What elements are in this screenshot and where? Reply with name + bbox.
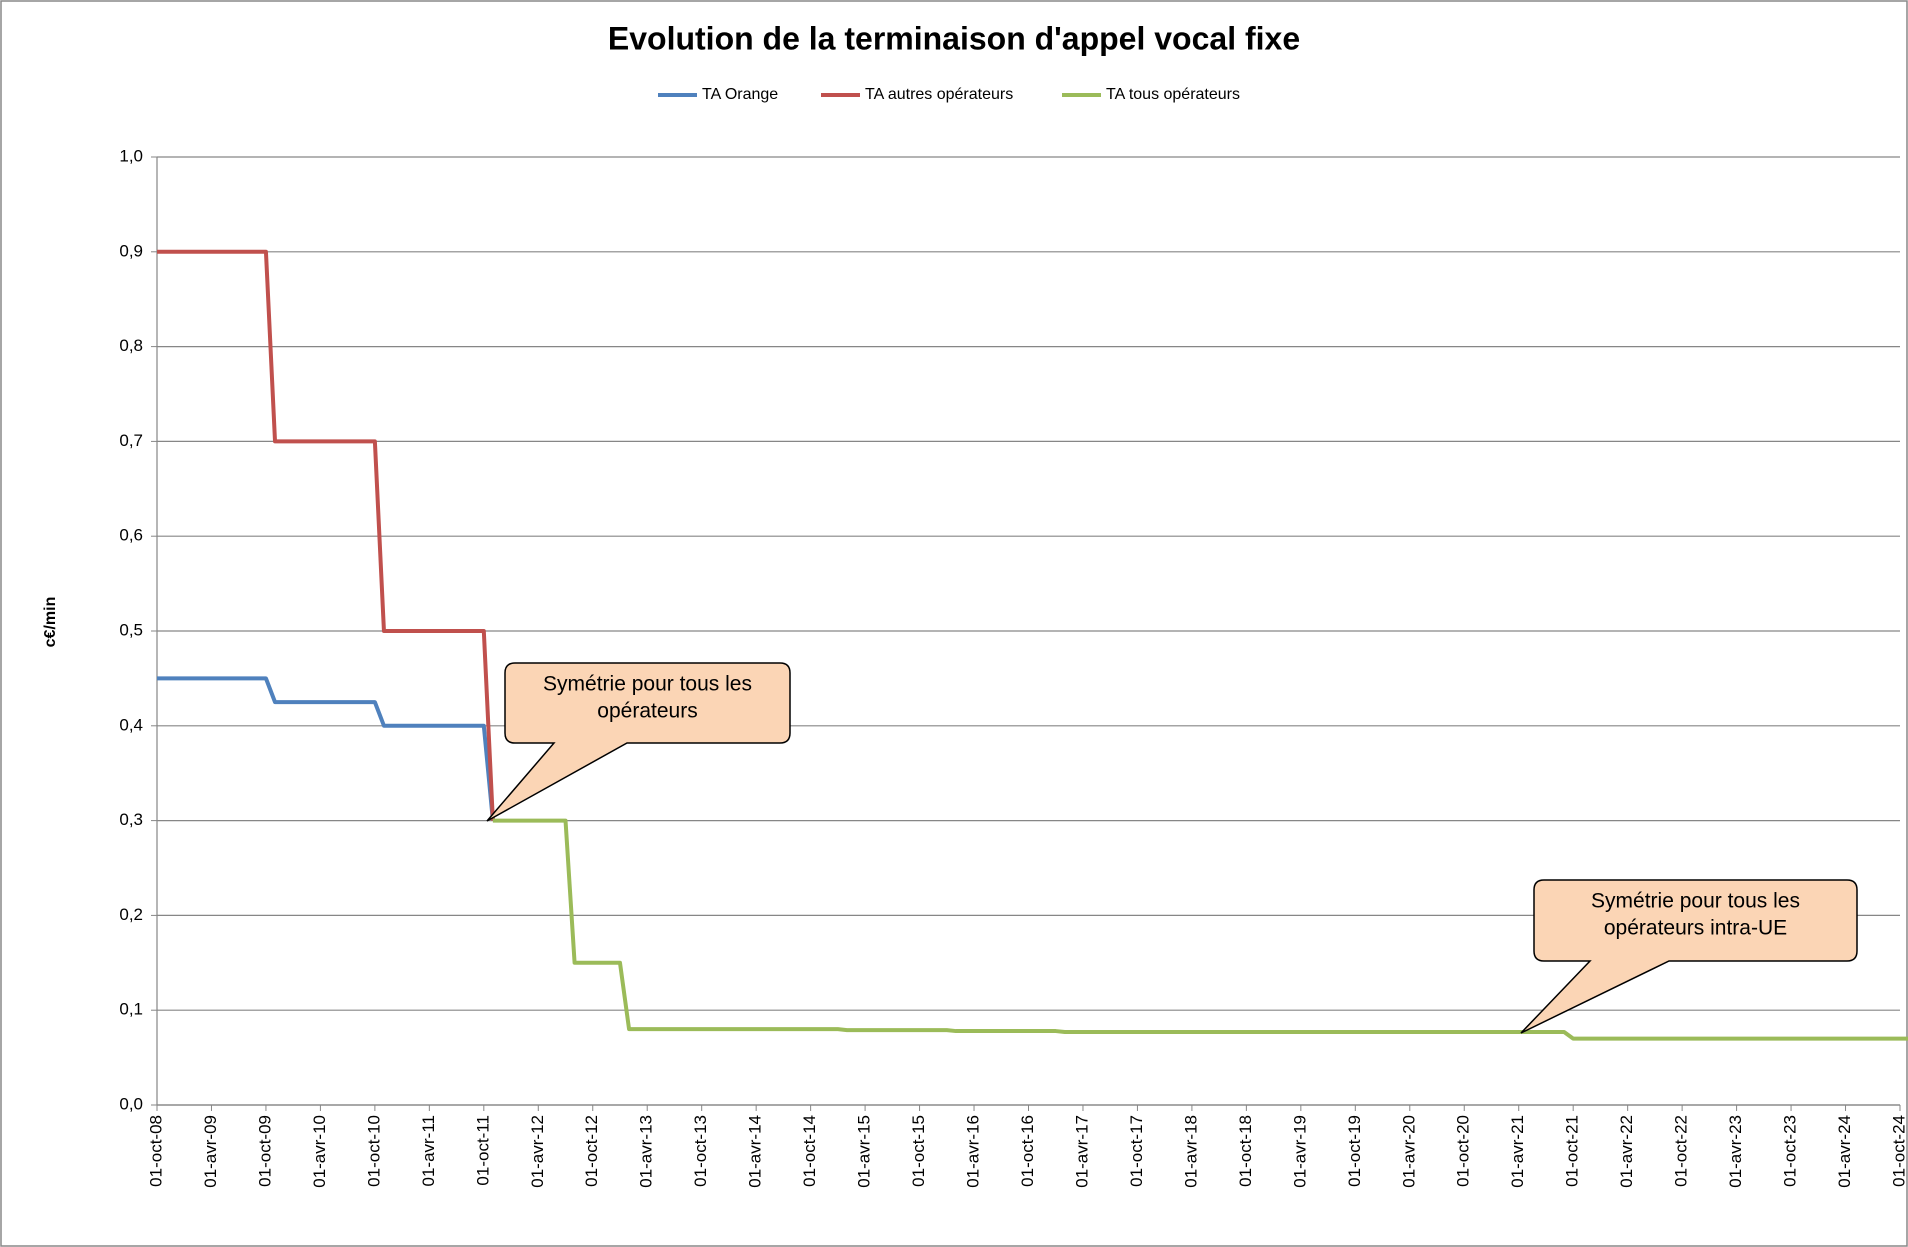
x-tick-label: 01-avr-15 <box>855 1115 874 1188</box>
y-tick-label: 0,5 <box>119 620 143 639</box>
series-line <box>157 676 495 821</box>
x-tick-label: 01-avr-23 <box>1726 1115 1745 1188</box>
x-tick-label: 01-avr-18 <box>1181 1115 1200 1188</box>
legend-label: TA Orange <box>702 86 778 103</box>
x-tick-label: 01-oct-22 <box>1672 1115 1691 1187</box>
y-axis-label: c€/min <box>42 597 59 648</box>
callout-text: Symétrie pour tous les <box>1591 890 1800 913</box>
x-tick-label: 01-oct-24 <box>1889 1115 1908 1187</box>
y-tick-label: 0,8 <box>119 336 143 355</box>
x-tick-label: 01-oct-12 <box>582 1115 601 1187</box>
x-tick-label: 01-oct-13 <box>691 1115 710 1187</box>
y-tick-label: 0,9 <box>119 241 143 260</box>
callout <box>1520 879 1858 1034</box>
x-tick-label: 01-avr-12 <box>528 1115 547 1188</box>
x-tick-label: 01-avr-11 <box>419 1115 438 1187</box>
x-tick-label: 01-avr-10 <box>310 1115 329 1188</box>
legend-label: TA autres opérateurs <box>865 86 1013 103</box>
x-tick-label: 01-avr-13 <box>637 1115 656 1188</box>
series-line <box>157 249 495 821</box>
x-tick-label: 01-oct-20 <box>1454 1115 1473 1187</box>
y-tick-label: 0,4 <box>119 715 143 734</box>
x-tick-label: 01-oct-16 <box>1018 1115 1037 1187</box>
x-tick-label: 01-oct-23 <box>1781 1115 1800 1187</box>
x-tick-label: 01-oct-14 <box>800 1115 819 1187</box>
x-tick-label: 01-oct-19 <box>1345 1115 1364 1187</box>
x-tick-label: 01-oct-09 <box>255 1115 274 1187</box>
x-tick-label: 01-avr-19 <box>1290 1115 1309 1188</box>
callout-text: Symétrie pour tous les <box>543 673 752 696</box>
x-tick-label: 01-avr-22 <box>1617 1115 1636 1188</box>
x-tick-label: 01-avr-21 <box>1508 1115 1527 1188</box>
x-tick-label: 01-avr-24 <box>1835 1115 1854 1188</box>
x-tick-label: 01-oct-21 <box>1563 1115 1582 1187</box>
chart-title: Evolution de la terminaison d'appel voca… <box>608 20 1300 56</box>
x-tick-label: 01-avr-16 <box>964 1115 983 1188</box>
callout <box>486 662 791 822</box>
legend-label: TA tous opérateurs <box>1106 86 1240 103</box>
x-tick-label: 01-oct-18 <box>1236 1115 1255 1187</box>
y-tick-label: 0,6 <box>119 526 143 545</box>
x-tick-label: 01-avr-09 <box>201 1115 220 1188</box>
y-tick-label: 0,1 <box>119 1000 143 1019</box>
y-tick-label: 0,0 <box>119 1094 143 1113</box>
x-tick-label: 01-avr-14 <box>746 1115 765 1188</box>
series-line <box>492 818 1908 1041</box>
x-tick-label: 01-oct-10 <box>364 1115 383 1187</box>
x-tick-label: 01-oct-11 <box>473 1115 492 1186</box>
x-tick-label: 01-oct-17 <box>1127 1115 1146 1187</box>
y-tick-label: 1,0 <box>119 146 143 165</box>
y-tick-label: 0,7 <box>119 431 143 450</box>
callout-text: opérateurs <box>597 700 697 723</box>
x-tick-label: 01-avr-20 <box>1399 1115 1418 1188</box>
callout-text: opérateurs intra-UE <box>1604 917 1787 940</box>
y-tick-label: 0,2 <box>119 905 143 924</box>
y-tick-label: 0,3 <box>119 810 143 829</box>
x-tick-label: 01-oct-15 <box>909 1115 928 1187</box>
x-tick-label: 01-oct-08 <box>146 1115 165 1187</box>
x-tick-label: 01-avr-17 <box>1072 1115 1091 1188</box>
